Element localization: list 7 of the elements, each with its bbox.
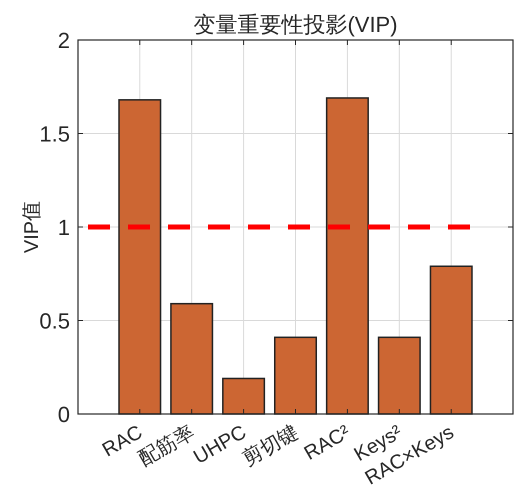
y-tick-label: 0.5	[39, 308, 70, 334]
y-tick-label: 1	[58, 215, 70, 240]
y-axis-title: VIP值	[21, 200, 43, 254]
chart-title: 变量重要性投影(VIP)	[193, 12, 398, 37]
y-tick-label: 2	[58, 28, 70, 53]
y-tick-label: 0	[58, 402, 70, 427]
y-tick-label: 1.5	[39, 122, 70, 146]
